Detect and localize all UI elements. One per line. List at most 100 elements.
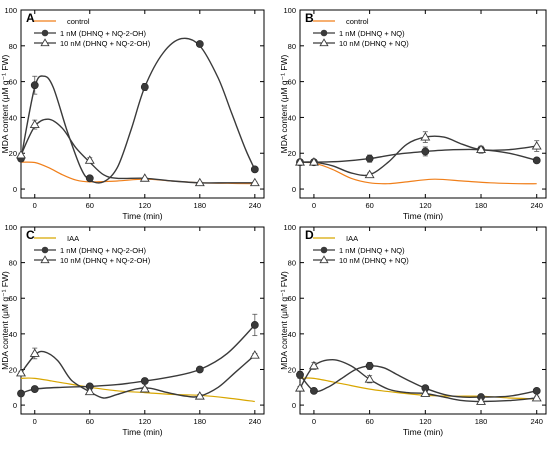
chart-panel-b: 0 20 40 60 80 100 0 60 120 180 240 Time (min) MDA co… [279, 6, 547, 221]
y-tick-label: 80 [288, 42, 296, 51]
x-axis-label: Time (min) [403, 427, 443, 437]
panel-letter: D [305, 228, 314, 242]
legend: control 1 nM (DHNQ + NQ)10 nM (DHNQ + NQ) [313, 17, 409, 48]
x-tick-label: 0 [33, 201, 37, 210]
data-point [30, 385, 39, 393]
legend-marker [320, 29, 328, 37]
x-tick-label: 240 [249, 417, 262, 426]
data-point [139, 173, 150, 182]
series-0 [21, 161, 255, 185]
data-point [308, 157, 319, 166]
y-tick-label: 80 [9, 42, 17, 51]
data-point [84, 155, 95, 164]
x-tick-label: 240 [249, 201, 262, 210]
x-tick-label: 180 [475, 417, 488, 426]
y-tick-label: 60 [288, 294, 296, 303]
y-tick-label: 60 [288, 78, 296, 87]
legend-label: IAA [67, 234, 79, 243]
series-curve [21, 324, 256, 395]
y-axis-label: MDA content (μM g⁻¹ FW) [279, 55, 289, 154]
series-curve [21, 118, 255, 184]
data-point [29, 119, 40, 128]
data-point [310, 386, 318, 395]
y-tick-label: 20 [288, 149, 296, 158]
panel-letter: C [26, 228, 35, 242]
data-point [295, 383, 305, 392]
x-tick-label: 240 [530, 201, 543, 210]
data-point [295, 157, 305, 166]
series-2 [16, 347, 260, 400]
series-curve [21, 37, 256, 184]
y-tick-label: 20 [288, 365, 296, 374]
data-point [195, 365, 204, 374]
series-2 [16, 118, 260, 187]
data-point [476, 144, 487, 154]
x-tick-label: 60 [86, 417, 94, 426]
data-point [194, 177, 205, 187]
data-point [421, 147, 430, 156]
legend-item: control [313, 17, 369, 26]
legend-item: 1 nM (DHNQ + NQ) [313, 29, 405, 38]
y-tick-label: 40 [9, 113, 17, 122]
data-point [420, 132, 431, 141]
data-point [420, 388, 431, 397]
data-point [84, 386, 95, 396]
y-tick-label: 0 [292, 401, 296, 410]
series-2 [295, 131, 542, 179]
legend-label: 1 nM (DHNQ + NQ) [339, 29, 405, 38]
series-1 [296, 361, 541, 401]
y-tick-label: 100 [283, 223, 296, 232]
legend-item: 10 nM (DHNQ + NQ) [313, 38, 409, 48]
data-point [16, 367, 26, 377]
y-axis-label: MDA content (μM g⁻¹ FW) [279, 271, 289, 370]
y-tick-label: 40 [288, 330, 296, 339]
x-tick-label: 120 [139, 417, 152, 426]
x-tick-label: 180 [475, 201, 488, 210]
series-1 [296, 145, 541, 167]
series-curve [300, 161, 537, 185]
data-point [250, 321, 259, 329]
x-axis-label: Time (min) [403, 211, 443, 221]
series-1 [17, 313, 259, 398]
data-point [532, 156, 541, 165]
panel-letter: A [26, 11, 35, 25]
y-tick-label: 80 [9, 259, 17, 268]
series-curve [21, 377, 255, 403]
y-tick-label: 100 [4, 6, 17, 15]
y-tick-label: 20 [9, 149, 17, 158]
series-curve [21, 161, 255, 185]
legend-label: 10 nM (DHNQ + NQ) [339, 39, 409, 48]
data-point [16, 149, 26, 159]
x-tick-label: 120 [419, 201, 432, 210]
plot-frame [20, 9, 265, 199]
data-point [17, 389, 25, 398]
series-0 [300, 377, 537, 400]
panel-letter: B [305, 11, 314, 25]
y-tick-label: 40 [288, 113, 296, 122]
y-axis-label: MDA content (μM g⁻¹ FW) [0, 271, 10, 370]
legend: control 1 nM (DHNQ + NQ-2-OH)10 nM (DHNQ … [34, 17, 151, 48]
x-tick-label: 0 [33, 417, 37, 426]
y-tick-label: 20 [9, 365, 17, 374]
plot-frame [20, 226, 265, 415]
data-point [365, 154, 374, 163]
data-point [250, 165, 259, 174]
data-point [139, 383, 150, 393]
data-point [531, 392, 542, 402]
x-tick-label: 180 [194, 201, 207, 210]
legend-marker [40, 38, 50, 47]
legend-item: 1 nM (DHNQ + NQ-2-OH) [34, 246, 147, 255]
x-tick-label: 60 [86, 201, 94, 210]
y-tick-label: 60 [9, 294, 17, 303]
legend-marker [40, 255, 50, 264]
data-point [85, 174, 94, 183]
chart-panel-a: 0 20 40 60 80 100 0 60 120 180 240 Time (min) MDA co… [0, 6, 265, 221]
series-1 [17, 37, 259, 184]
x-tick-label: 60 [365, 201, 373, 210]
data-point [365, 362, 374, 370]
legend-label: 10 nM (DHNQ + NQ-2-OH) [60, 256, 151, 265]
legend-label: 1 nM (DHNQ + NQ-2-OH) [60, 29, 147, 38]
y-tick-label: 100 [283, 6, 296, 15]
data-point [140, 83, 149, 91]
chart-panel-d: 0 20 40 60 80 100 0 60 120 180 240 Time (min) MDA co… [279, 223, 547, 437]
